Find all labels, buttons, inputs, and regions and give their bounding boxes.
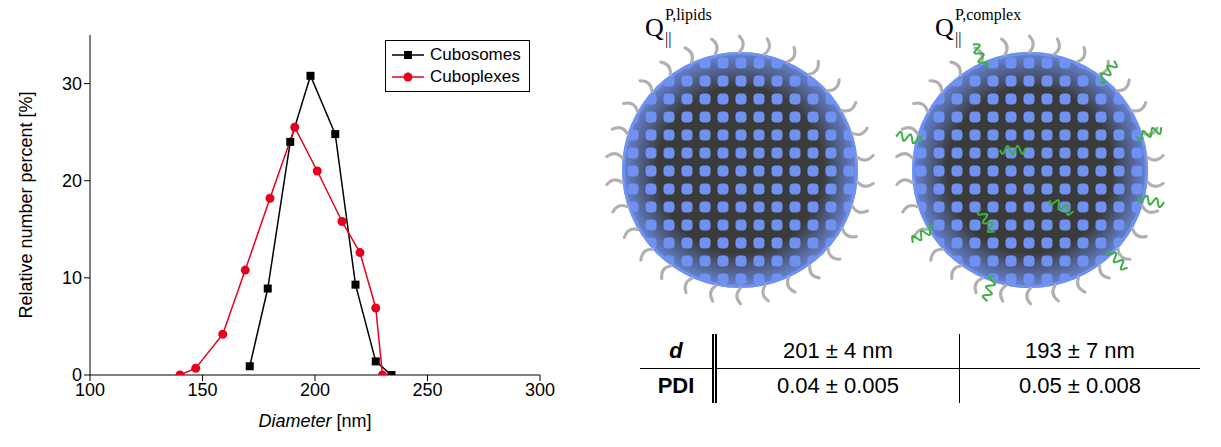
svg-text:Diameter [nm]: Diameter [nm] <box>258 411 371 431</box>
svg-text:Q: Q <box>645 13 664 42</box>
html-text:201 ± 4 nm: 201 ± 4 nm <box>783 338 893 363</box>
html-text:0.04 ± 0.005: 0.04 ± 0.005 <box>776 373 900 398</box>
svg-text:20: 20 <box>62 171 82 191</box>
html-text:d: d <box>669 338 683 363</box>
svg-text:30: 30 <box>62 74 82 94</box>
svg-text:100: 100 <box>75 379 105 400</box>
svg-text:P,lipids: P,lipids <box>665 6 712 24</box>
svg-text:300: 300 <box>525 380 555 400</box>
svg-text:Relative number percent [%]: Relative number percent [%] <box>16 91 36 318</box>
svg-text:Q: Q <box>935 13 954 42</box>
html-text:193 ± 7 nm: 193 ± 7 nm <box>1025 338 1135 363</box>
html-text:PDI: PDI <box>657 373 695 398</box>
svg-text:P,complex: P,complex <box>955 6 1021 24</box>
svg-text:||: || <box>665 30 671 48</box>
svg-text:10: 10 <box>62 268 82 288</box>
svg-text:200: 200 <box>300 380 330 400</box>
svg-text:250: 250 <box>412 380 442 400</box>
svg-text:0: 0 <box>72 365 82 385</box>
svg-text:150: 150 <box>187 380 217 400</box>
html-text:0.05 ± 0.008: 0.05 ± 0.008 <box>1018 373 1142 398</box>
html-text:Cuboplexes: Cuboplexes <box>430 67 520 86</box>
html-text:Cubosomes: Cubosomes <box>430 45 521 64</box>
svg-text:||: || <box>955 30 961 48</box>
